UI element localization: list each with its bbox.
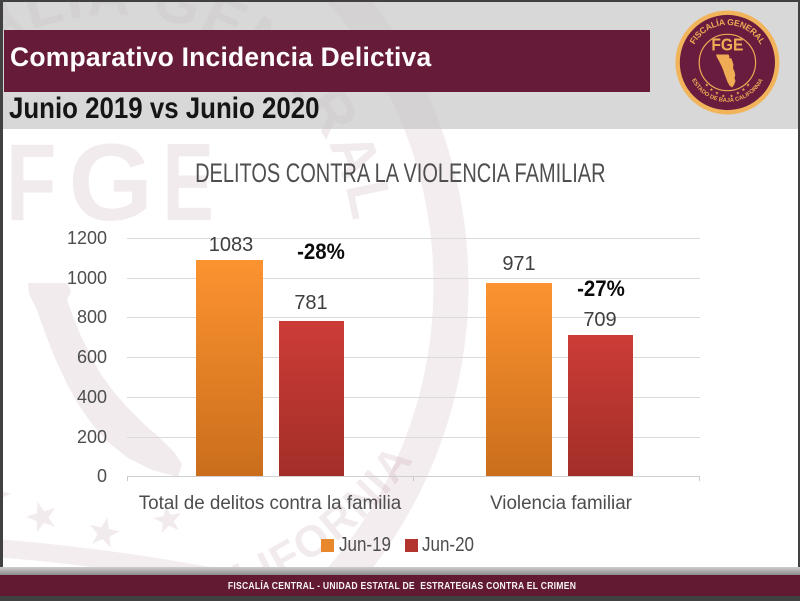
svg-text:★: ★ (705, 82, 710, 87)
svg-text:★: ★ (729, 93, 734, 98)
svg-text:★: ★ (721, 93, 726, 98)
svg-text:F: F (6, 120, 56, 243)
svg-text:★: ★ (736, 91, 741, 96)
svg-text:★: ★ (741, 87, 746, 92)
svg-text:★: ★ (709, 87, 714, 92)
svg-text:E: E (163, 122, 214, 245)
svg-text:FGE: FGE (711, 35, 743, 55)
svg-text:G: G (69, 122, 154, 245)
svg-text:★: ★ (715, 91, 720, 96)
svg-text:★: ★ (746, 82, 751, 87)
